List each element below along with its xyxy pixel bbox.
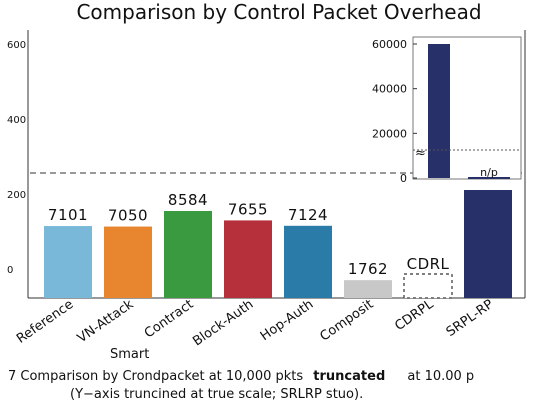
value-label: 7101 bbox=[48, 206, 88, 224]
inset-y-tick-label: 40000 bbox=[372, 83, 407, 96]
x-tick-label: SRPL-RP bbox=[444, 297, 497, 340]
y-tick-label: 400 bbox=[7, 115, 26, 126]
bar-vn-attack bbox=[104, 226, 152, 298]
y-tick-label: 0 bbox=[7, 265, 13, 276]
bar-hop-auth bbox=[284, 225, 332, 298]
inset-bar-group: n/p bbox=[428, 44, 510, 179]
value-label: CDRL bbox=[407, 255, 450, 273]
x-tick-label: Block-Auth bbox=[190, 297, 256, 349]
bar-srpl-rp bbox=[464, 190, 512, 298]
caption-part-a: 7 Comparison by Crondpacket at 10,000 pk… bbox=[8, 369, 303, 384]
y-tick-label: 200 bbox=[7, 190, 26, 201]
bar-reference bbox=[44, 226, 92, 298]
bar-group bbox=[44, 190, 512, 299]
bar-composit bbox=[344, 280, 392, 298]
chart-title: Comparison by Control Packet Overhead bbox=[76, 0, 481, 24]
axis-break-marker: ≈ bbox=[415, 146, 426, 161]
x-tick-label: CDRPL bbox=[392, 297, 437, 335]
caption-part-c: at 10.00 p bbox=[407, 369, 474, 384]
caption-line-1: 7 Comparison by Crondpacket at 10,000 pk… bbox=[8, 369, 474, 384]
bar-cdrpl bbox=[403, 273, 453, 299]
inset-bar-label: n/p bbox=[480, 166, 498, 179]
y-tick-label: 600 bbox=[7, 40, 26, 51]
inset-y-tick-label: 0 bbox=[400, 172, 407, 185]
value-label-group: 7101 7050 8584 7655 7124 1762 CDRL bbox=[48, 191, 450, 278]
bar-contract bbox=[164, 211, 212, 298]
bar-block-auth bbox=[224, 220, 272, 298]
value-label: 7124 bbox=[288, 206, 328, 224]
caption-part-b: truncated bbox=[313, 369, 385, 384]
value-label: 7050 bbox=[108, 207, 148, 225]
value-label: 8584 bbox=[168, 191, 208, 209]
x-tick-label: VN-Attack bbox=[75, 297, 137, 347]
caption-line-2: (Y−axis truncined at true scale; SRLRP s… bbox=[70, 387, 363, 402]
value-label: 7655 bbox=[228, 200, 268, 218]
x-tick-label: Reference bbox=[14, 297, 76, 347]
inset-chart: 60000 40000 20000 0 n/p ≈ bbox=[372, 36, 522, 185]
x-tick-label: Composit bbox=[317, 297, 376, 344]
x-tick-label: Contract bbox=[142, 297, 196, 341]
inset-y-tick-label: 20000 bbox=[372, 127, 407, 140]
inset-tick-group: 60000 40000 20000 0 bbox=[372, 38, 417, 185]
x-tick-sublabel: Smart bbox=[110, 347, 149, 362]
value-label: 1762 bbox=[348, 260, 388, 278]
inset-y-tick-label: 60000 bbox=[372, 38, 407, 51]
x-tick-label: Hop-Auth bbox=[258, 297, 316, 344]
inset-bar bbox=[428, 44, 450, 178]
y-tick-group: 600 400 200 0 bbox=[7, 40, 26, 276]
